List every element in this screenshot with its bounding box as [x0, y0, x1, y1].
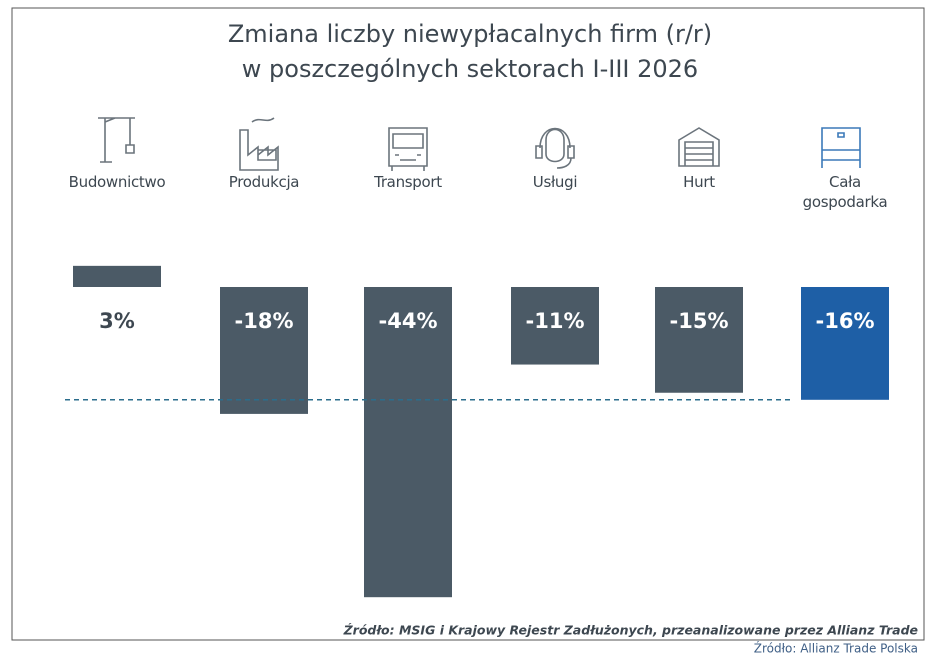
bar: [801, 287, 889, 400]
chart-title: Zmiana liczby niewypłacalnych firm (r/r): [228, 20, 712, 48]
value-label: -44%: [379, 309, 438, 333]
bar: [655, 287, 743, 393]
chart-title: w poszczególnych sektorach I-III 2026: [242, 55, 698, 83]
value-label: -15%: [670, 309, 729, 333]
category-label: Cała gospodarka: [802, 173, 888, 211]
bar: [73, 265, 161, 287]
footer: Źródło: Allianz Trade Polska: [754, 641, 918, 656]
category-label: Usługi: [532, 173, 578, 191]
frame: [11, 7, 925, 641]
icons: [98, 117, 861, 171]
value-label: -18%: [235, 309, 294, 333]
value-label: -11%: [526, 309, 585, 333]
category-label: Transport: [374, 173, 442, 191]
bar: [511, 287, 599, 365]
bar: [364, 287, 452, 598]
bar: [220, 287, 308, 414]
value-label: -16%: [816, 309, 875, 333]
category-label: Produkcja: [228, 173, 300, 191]
source: Źródło: MSIG i Krajowy Rejestr Zadłużony…: [343, 623, 918, 638]
category-label: Budownictwo: [68, 173, 166, 191]
category-label: Hurt: [683, 173, 715, 191]
value-label: 3%: [99, 309, 135, 333]
